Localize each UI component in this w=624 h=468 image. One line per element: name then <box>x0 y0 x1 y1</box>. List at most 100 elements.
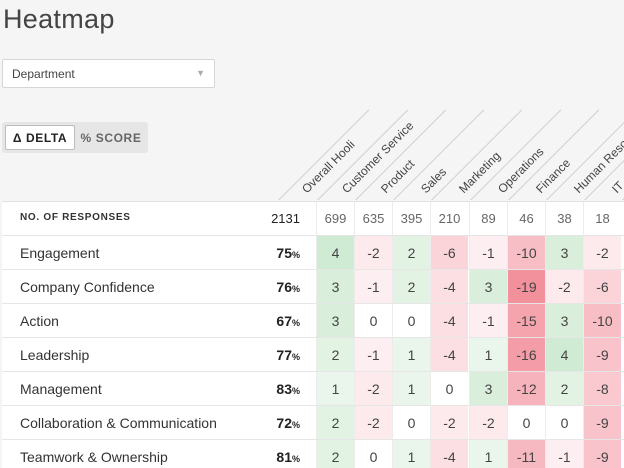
table-row[interactable]: Action 67% 3 0 0 -4 -1 -15 3 -10 <box>2 304 624 338</box>
row-label: Teamwork & Ownership <box>20 449 168 465</box>
heatmap-table: NO. OF RESPONSES 2131 699 635 395 210 89 46 38 18… <box>2 201 624 468</box>
table-row[interactable]: Engagement 75% 4 -2 2 -6 -1 -10 3 -2 <box>2 236 624 270</box>
overall-value: 83 <box>276 381 292 397</box>
heat-cell[interactable]: 3 <box>316 304 354 337</box>
heat-cell[interactable]: -16 <box>507 338 545 371</box>
heat-cell[interactable]: -1 <box>469 304 507 337</box>
heat-cell[interactable]: -2 <box>354 406 392 439</box>
heat-cell[interactable]: -4 <box>430 440 468 468</box>
heat-cell[interactable]: -2 <box>430 406 468 439</box>
heat-cell[interactable]: -8 <box>583 372 621 405</box>
heat-cell[interactable]: 3 <box>545 304 583 337</box>
heat-cell[interactable]: -11 <box>507 440 545 468</box>
overall-score: 83% <box>276 381 300 397</box>
heat-cell[interactable]: 1 <box>469 338 507 371</box>
heat-cell[interactable]: -4 <box>430 304 468 337</box>
row-label: Company Confidence <box>20 279 155 295</box>
responses-row: NO. OF RESPONSES 2131 699 635 395 210 89 46 38 18 <box>2 202 624 236</box>
response-count-cell: 210 <box>430 202 468 235</box>
department-select-value: Department <box>12 67 75 81</box>
heat-cell[interactable]: -2 <box>354 236 392 269</box>
response-count-cell: 18 <box>583 202 621 235</box>
heat-cell[interactable]: -9 <box>583 406 621 439</box>
heat-cell[interactable]: 2 <box>316 406 354 439</box>
table-row[interactable]: Collaboration & Communication 72% 2 -2 0 -2 -2… <box>2 406 624 440</box>
overall-score: 77% <box>276 347 300 363</box>
table-row[interactable]: Leadership 77% 2 -1 1 -4 1 -16 4 -9 <box>2 338 624 372</box>
percent-unit: % <box>291 284 300 294</box>
mode-toggle: Δ DELTA % SCORE <box>2 122 148 153</box>
heat-cell[interactable]: 2 <box>545 372 583 405</box>
heat-cell[interactable]: -1 <box>545 440 583 468</box>
row-label: Action <box>20 313 59 329</box>
overall-value: 81 <box>276 449 292 465</box>
heat-cell[interactable]: 3 <box>545 236 583 269</box>
heat-cell[interactable]: -6 <box>430 236 468 269</box>
heat-cell[interactable]: 1 <box>469 440 507 468</box>
heat-cell[interactable]: 0 <box>392 304 430 337</box>
heat-cell[interactable]: -4 <box>430 270 468 303</box>
heat-cell[interactable]: -1 <box>354 270 392 303</box>
delta-toggle-button[interactable]: Δ DELTA <box>5 125 75 150</box>
overall-value: 72 <box>276 415 292 431</box>
heat-cell[interactable]: 3 <box>469 372 507 405</box>
responses-label: NO. OF RESPONSES <box>20 212 131 223</box>
percent-unit: % <box>291 420 300 430</box>
heat-cell[interactable]: 0 <box>430 372 468 405</box>
heat-cell[interactable]: -4 <box>430 338 468 371</box>
score-toggle-button[interactable]: % SCORE <box>80 130 142 145</box>
heat-cell[interactable]: 4 <box>316 236 354 269</box>
heat-cell[interactable]: -2 <box>354 372 392 405</box>
row-label: Management <box>20 381 102 397</box>
heat-cell[interactable]: -1 <box>354 338 392 371</box>
column-header[interactable]: Product <box>378 156 418 196</box>
heat-cell[interactable]: -2 <box>583 236 621 269</box>
column-header[interactable]: Finance <box>533 155 574 196</box>
heat-cell[interactable]: 3 <box>316 270 354 303</box>
heat-cell[interactable]: 0 <box>507 406 545 439</box>
heat-cell[interactable]: 4 <box>545 338 583 371</box>
response-count-cell: 46 <box>507 202 545 235</box>
heat-cell[interactable]: 0 <box>392 406 430 439</box>
heat-cell[interactable]: 1 <box>392 440 430 468</box>
heat-cell[interactable]: -10 <box>583 304 621 337</box>
heat-cell[interactable]: -15 <box>507 304 545 337</box>
table-row[interactable]: Management 83% 1 -2 1 0 3 -12 2 -8 <box>2 372 624 406</box>
heat-cell[interactable]: 1 <box>316 372 354 405</box>
table-row[interactable]: Company Confidence 76% 3 -1 2 -4 3 -19 -2 -6 <box>2 270 624 304</box>
department-select[interactable]: Department ▼ <box>2 59 215 88</box>
heat-cell[interactable]: 1 <box>392 372 430 405</box>
heat-cell[interactable]: 0 <box>354 304 392 337</box>
heat-cell[interactable]: -12 <box>507 372 545 405</box>
heat-cell[interactable]: 3 <box>469 270 507 303</box>
overall-score: 76% <box>276 279 300 295</box>
heat-cell[interactable]: -2 <box>469 406 507 439</box>
heat-cell[interactable]: -9 <box>583 440 621 468</box>
response-count-cell: 38 <box>545 202 583 235</box>
heat-cell[interactable]: -9 <box>583 338 621 371</box>
heat-cell[interactable]: -1 <box>469 236 507 269</box>
heat-cell[interactable]: 1 <box>392 338 430 371</box>
row-label: Collaboration & Communication <box>20 415 217 431</box>
heat-cell[interactable]: 0 <box>354 440 392 468</box>
response-count-cell: 635 <box>354 202 392 235</box>
heat-cell[interactable]: 2 <box>392 236 430 269</box>
column-header[interactable]: IT <box>609 178 624 196</box>
column-header[interactable]: Customer Service <box>339 118 417 196</box>
overall-value: 2131 <box>271 211 300 226</box>
percent-unit: % <box>291 352 300 362</box>
heat-cell[interactable]: -10 <box>507 236 545 269</box>
overall-score: 67% <box>276 313 300 329</box>
heat-cell[interactable]: -2 <box>545 270 583 303</box>
response-count-cell: 699 <box>316 202 354 235</box>
heat-cell[interactable]: 2 <box>316 338 354 371</box>
heat-cell[interactable]: -6 <box>583 270 621 303</box>
heat-cell[interactable]: 2 <box>316 440 354 468</box>
table-row[interactable]: Teamwork & Ownership 81% 2 0 1 -4 1 -11 -1 -9 <box>2 440 624 468</box>
heat-cell[interactable]: -19 <box>507 270 545 303</box>
heat-cell[interactable]: 2 <box>392 270 430 303</box>
row-label: Engagement <box>20 245 100 261</box>
overall-value: 67 <box>276 313 292 329</box>
overall-value: 77 <box>276 347 292 363</box>
heat-cell[interactable]: 0 <box>545 406 583 439</box>
